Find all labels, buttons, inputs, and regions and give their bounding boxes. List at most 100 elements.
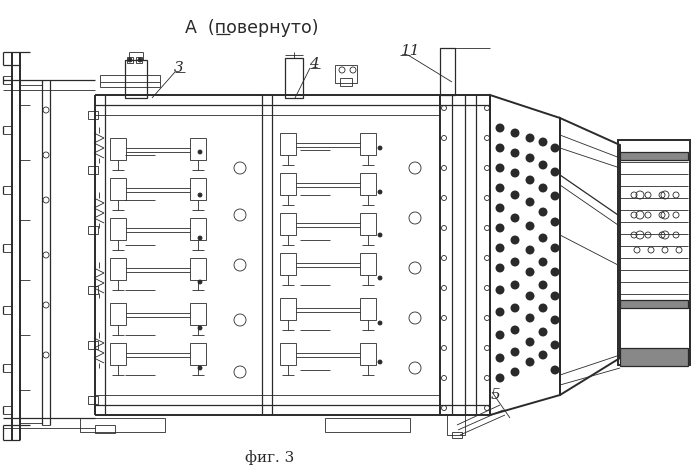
Circle shape	[552, 219, 559, 226]
Bar	[280, 173, 296, 195]
Bar	[360, 298, 376, 320]
Circle shape	[512, 236, 519, 244]
Bar	[88, 396, 98, 404]
Circle shape	[198, 326, 202, 330]
Circle shape	[496, 308, 503, 315]
Circle shape	[526, 155, 533, 161]
Circle shape	[526, 176, 533, 184]
Circle shape	[526, 315, 533, 322]
Bar	[280, 213, 296, 235]
Bar	[190, 218, 206, 240]
Circle shape	[128, 58, 132, 62]
Circle shape	[552, 245, 559, 252]
Circle shape	[496, 332, 503, 339]
Bar	[360, 213, 376, 235]
Bar	[110, 218, 126, 240]
Bar	[190, 343, 206, 365]
Circle shape	[198, 366, 202, 370]
Circle shape	[496, 165, 503, 172]
Circle shape	[552, 342, 559, 349]
Circle shape	[512, 130, 519, 137]
Circle shape	[540, 329, 547, 335]
Circle shape	[512, 259, 519, 265]
Circle shape	[540, 161, 547, 168]
Circle shape	[540, 259, 547, 265]
Circle shape	[512, 349, 519, 356]
Bar	[340, 78, 352, 86]
Bar	[127, 57, 133, 63]
Circle shape	[496, 287, 503, 294]
Bar	[452, 432, 462, 438]
Circle shape	[552, 316, 559, 324]
Circle shape	[496, 354, 503, 361]
Circle shape	[552, 168, 559, 175]
Bar	[360, 343, 376, 365]
Text: 11: 11	[401, 44, 421, 58]
Text: фиг. 3: фиг. 3	[245, 451, 294, 465]
Circle shape	[198, 236, 202, 240]
Circle shape	[526, 359, 533, 366]
Circle shape	[378, 146, 382, 150]
Bar	[280, 343, 296, 365]
Circle shape	[512, 169, 519, 176]
Bar	[360, 253, 376, 275]
Bar	[88, 341, 98, 349]
Circle shape	[526, 134, 533, 141]
Bar	[95, 425, 115, 433]
Bar	[110, 303, 126, 325]
Bar	[285, 58, 303, 98]
Circle shape	[496, 264, 503, 272]
Bar	[190, 178, 206, 200]
Circle shape	[496, 375, 503, 382]
Circle shape	[540, 209, 547, 216]
Circle shape	[552, 193, 559, 200]
Bar	[280, 298, 296, 320]
Circle shape	[512, 192, 519, 199]
Circle shape	[540, 235, 547, 242]
Circle shape	[512, 305, 519, 312]
Circle shape	[496, 184, 503, 192]
Circle shape	[526, 199, 533, 205]
Bar	[325, 418, 410, 432]
Bar	[88, 166, 98, 174]
Circle shape	[138, 58, 142, 62]
Circle shape	[552, 367, 559, 374]
Bar	[110, 178, 126, 200]
Bar	[125, 60, 147, 98]
Text: 3: 3	[174, 61, 184, 75]
Circle shape	[552, 144, 559, 151]
Circle shape	[496, 124, 503, 131]
Circle shape	[540, 281, 547, 289]
Bar	[440, 48, 455, 95]
Circle shape	[378, 190, 382, 194]
Circle shape	[378, 233, 382, 237]
Circle shape	[512, 149, 519, 157]
Circle shape	[540, 305, 547, 312]
Bar	[447, 415, 465, 435]
Circle shape	[512, 368, 519, 376]
Bar	[620, 300, 688, 308]
Circle shape	[378, 321, 382, 325]
Bar	[360, 133, 376, 155]
Circle shape	[512, 214, 519, 221]
Circle shape	[540, 139, 547, 146]
Circle shape	[526, 269, 533, 275]
Bar	[618, 140, 690, 365]
Text: 4: 4	[309, 57, 319, 71]
Bar	[88, 111, 98, 119]
Bar	[88, 226, 98, 234]
Bar	[335, 65, 357, 83]
Bar	[88, 286, 98, 294]
Bar	[280, 253, 296, 275]
Circle shape	[552, 292, 559, 299]
Circle shape	[198, 280, 202, 284]
Circle shape	[526, 246, 533, 254]
Text: А  (повернуто): А (повернуто)	[185, 19, 319, 37]
Circle shape	[512, 326, 519, 333]
Circle shape	[552, 269, 559, 275]
Bar	[100, 75, 160, 87]
Circle shape	[378, 276, 382, 280]
Bar	[280, 133, 296, 155]
Circle shape	[526, 292, 533, 299]
Bar	[620, 152, 688, 160]
